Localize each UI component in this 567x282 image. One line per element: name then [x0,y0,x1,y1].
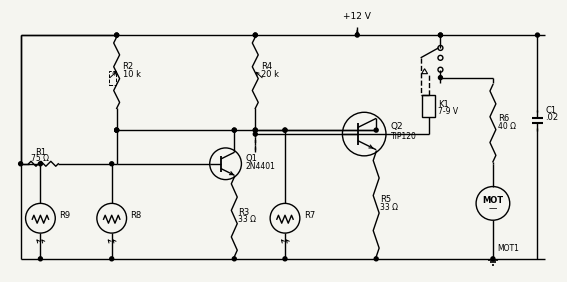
Text: 10 k: 10 k [122,70,141,79]
Circle shape [232,128,236,132]
Circle shape [253,33,257,37]
Circle shape [232,128,236,132]
Text: R9: R9 [59,211,70,220]
Circle shape [438,76,442,80]
Circle shape [115,128,119,132]
Circle shape [283,257,287,261]
Text: C1: C1 [545,106,557,115]
Circle shape [438,33,442,37]
Text: R1: R1 [35,148,46,157]
Circle shape [253,128,257,132]
Circle shape [253,132,257,136]
Circle shape [110,162,114,166]
Text: 40 Ω: 40 Ω [498,122,516,131]
Text: 33 Ω: 33 Ω [238,215,256,224]
Text: 33 Ω: 33 Ω [380,203,398,212]
Circle shape [283,128,287,132]
Circle shape [356,33,359,37]
Circle shape [491,257,495,261]
Text: 7-9 V: 7-9 V [438,107,459,116]
Text: .02: .02 [545,113,558,122]
Circle shape [438,33,442,37]
Circle shape [253,33,257,37]
Text: Q2: Q2 [391,122,404,131]
Circle shape [374,257,378,261]
Circle shape [115,128,119,132]
Text: R6: R6 [498,114,509,123]
Circle shape [253,128,257,132]
Text: K1: K1 [438,100,449,109]
Circle shape [39,162,43,166]
Circle shape [115,128,119,132]
Text: R7: R7 [304,211,315,220]
Text: R8: R8 [130,211,142,220]
Circle shape [535,33,539,37]
Text: R4: R4 [261,62,272,71]
Text: 2N4401: 2N4401 [246,162,275,171]
Text: —: — [489,204,497,213]
Text: 75 Ω: 75 Ω [31,154,49,163]
Circle shape [19,162,23,166]
Text: Q1: Q1 [246,154,257,163]
Circle shape [374,128,378,132]
Text: +12 V: +12 V [344,12,371,21]
Text: MOT: MOT [483,196,503,205]
Text: TIP120: TIP120 [391,131,417,140]
Text: R5: R5 [380,195,391,204]
Text: 20 k: 20 k [261,70,279,79]
Circle shape [232,257,236,261]
Circle shape [115,33,119,37]
Bar [422,95,435,117]
Circle shape [115,33,119,37]
Circle shape [283,128,287,132]
Circle shape [39,257,43,261]
Circle shape [110,257,114,261]
Text: MOT1: MOT1 [497,244,519,254]
Bar [109,71,116,85]
Text: R2: R2 [122,62,134,71]
Text: R3: R3 [238,208,249,217]
